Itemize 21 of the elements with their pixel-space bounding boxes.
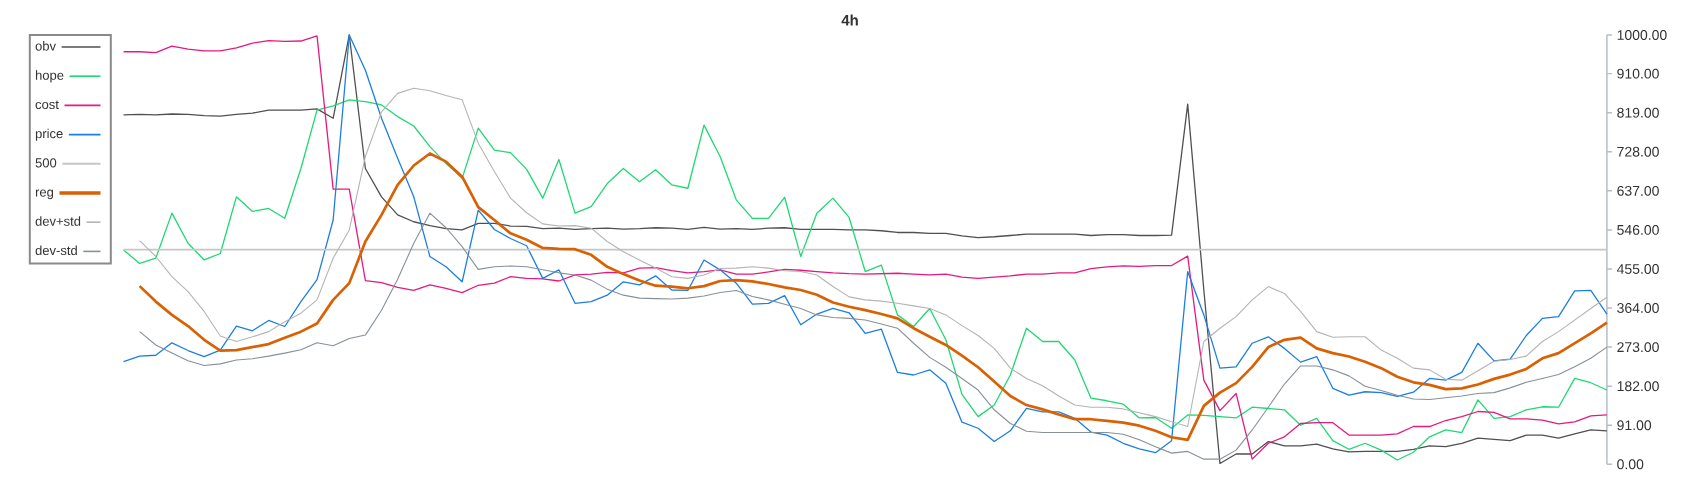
y-tick-label: 728.00 bbox=[1617, 146, 1659, 157]
y-tick-label: 182.00 bbox=[1617, 381, 1659, 392]
legend-label: price bbox=[35, 128, 63, 141]
legend-label: dev+std bbox=[35, 216, 81, 226]
y-tick-label: 546.00 bbox=[1617, 224, 1659, 235]
y-tick-label: 91.00 bbox=[1617, 420, 1652, 431]
y-tick-label: 637.00 bbox=[1617, 185, 1659, 196]
chart-title: 4h bbox=[841, 14, 858, 26]
y-tick-label: 364.00 bbox=[1617, 303, 1659, 313]
legend-label: obv bbox=[35, 41, 56, 51]
legend-label: cost bbox=[35, 100, 59, 110]
legend-label: hope bbox=[35, 70, 64, 83]
y-tick-label: 0.00 bbox=[1617, 459, 1644, 470]
legend-label: 500 bbox=[35, 158, 57, 168]
legend-label: dev-std bbox=[35, 245, 77, 256]
y-tick-label: 455.00 bbox=[1616, 264, 1659, 274]
y-tick-label: 819.00 bbox=[1617, 107, 1659, 118]
y-tick-label: 1000.00 bbox=[1617, 30, 1667, 40]
y-tick-label: 273.00 bbox=[1617, 342, 1659, 353]
y-tick-label: 910.00 bbox=[1617, 68, 1659, 79]
legend-label: reg bbox=[35, 189, 54, 200]
